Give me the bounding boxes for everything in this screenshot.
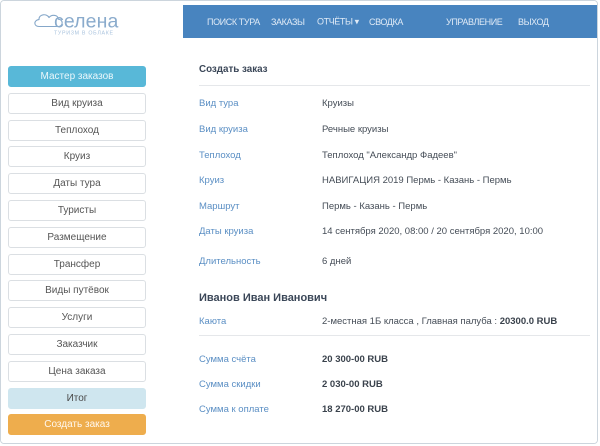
svg-text:селена: селена (54, 11, 118, 33)
svg-text:ТУРИЗМ В ОБЛАКЕ: ТУРИЗМ В ОБЛАКЕ (54, 30, 114, 36)
